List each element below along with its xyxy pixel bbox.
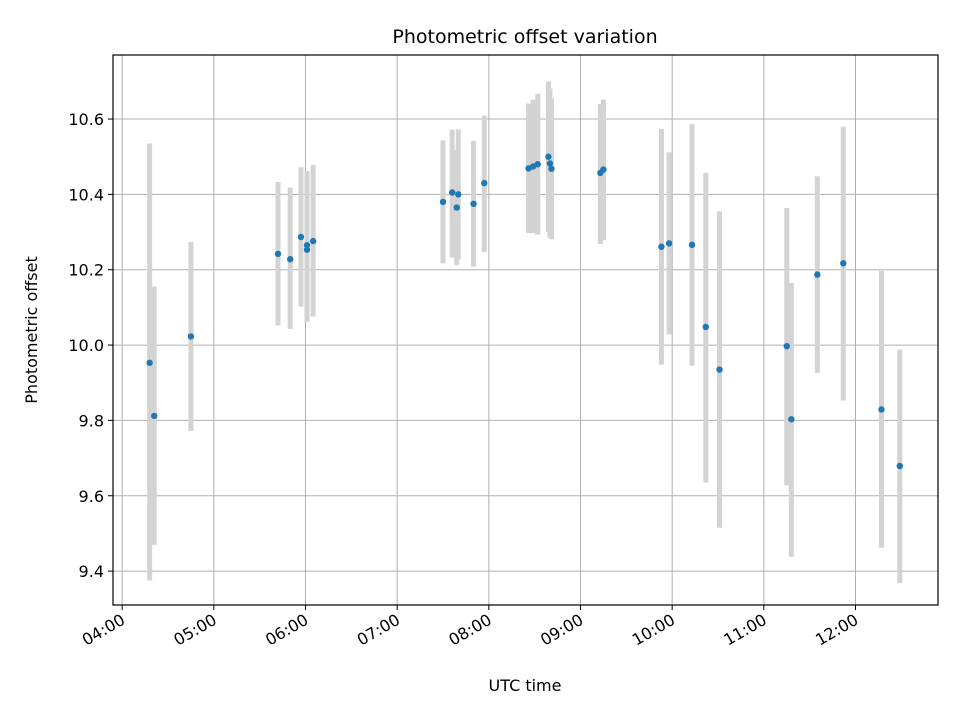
y-tick-label: 10.2	[68, 261, 104, 280]
x-tick-label: 11:00	[720, 610, 769, 650]
y-axis-label: Photometric offset	[22, 256, 41, 404]
data-point	[534, 161, 541, 168]
x-tick-label: 12:00	[812, 610, 861, 650]
x-axis-label: UTC time	[489, 676, 562, 695]
x-grid-lines	[121, 55, 856, 605]
y-tick-label: 9.4	[79, 562, 104, 581]
data-point	[788, 416, 795, 423]
data-point	[688, 241, 696, 249]
plot-frame	[112, 54, 939, 606]
error-bars	[147, 81, 903, 584]
data-point	[274, 250, 282, 258]
data-point	[448, 189, 456, 196]
data-point	[187, 333, 195, 340]
data-point	[303, 242, 311, 249]
y-axis-ticks: 9.4 9.6 9.8 10.0 10.2 10.4 10.6	[68, 110, 113, 581]
x-tick-label: 06:00	[262, 610, 311, 650]
data-point	[702, 323, 709, 331]
x-tick-label: 07:00	[354, 610, 403, 650]
x-tick-label: 08:00	[445, 610, 494, 650]
y-tick-label: 9.6	[79, 487, 104, 506]
data-point	[481, 179, 488, 187]
chart-title: Photometric offset variation	[392, 26, 657, 48]
data-point	[814, 271, 821, 278]
y-tick-label: 10.6	[68, 110, 104, 129]
data-point	[309, 237, 317, 245]
data-point	[600, 166, 607, 173]
data-point	[878, 406, 885, 413]
data-point	[287, 255, 294, 263]
y-tick-label: 10.0	[68, 336, 104, 355]
y-grid-lines	[113, 118, 938, 572]
data-point	[470, 200, 477, 208]
data-point	[658, 243, 665, 250]
data-point	[545, 153, 552, 160]
data-point	[840, 260, 847, 267]
data-point	[297, 233, 305, 241]
data-point	[439, 198, 447, 206]
data-point	[548, 165, 555, 172]
data-point	[455, 191, 462, 198]
data-point	[146, 359, 153, 366]
x-tick-label: 05:00	[170, 610, 219, 650]
data-point	[151, 412, 158, 420]
data-point	[453, 204, 460, 211]
x-tick-label: 10:00	[629, 610, 678, 650]
data-point	[716, 366, 723, 373]
data-point	[665, 240, 673, 247]
data-points	[146, 153, 904, 470]
x-axis-ticks: 04:00 05:00 06:00 07:00 08:00 09:00 10:00 11:00…	[79, 605, 862, 650]
x-tick-label: 04:00	[79, 610, 128, 650]
data-point	[546, 160, 554, 167]
y-tick-label: 10.4	[68, 185, 104, 204]
data-point	[896, 462, 904, 470]
y-tick-label: 9.8	[79, 411, 104, 430]
data-point	[783, 342, 790, 350]
data-point	[303, 246, 311, 253]
x-tick-label: 09:00	[537, 610, 586, 650]
